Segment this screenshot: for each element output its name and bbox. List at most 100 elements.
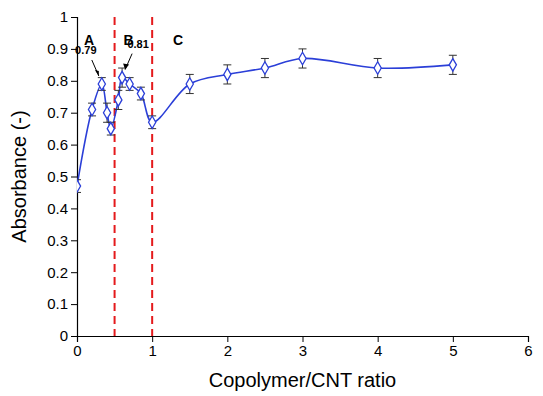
- data-point: [88, 103, 95, 115]
- error-bar: [137, 87, 145, 100]
- y-tick-label: 0.8: [47, 72, 68, 89]
- y-tick: 0.2: [47, 264, 77, 281]
- y-tick-mark: [71, 177, 77, 178]
- y-tick-mark: [71, 81, 77, 82]
- y-tick-label: 0: [60, 327, 68, 344]
- x-tick: 0: [73, 336, 81, 359]
- y-tick: 0.7: [47, 104, 77, 121]
- y-tick-mark: [71, 336, 77, 337]
- error-bar: [148, 116, 156, 129]
- data-point: [107, 122, 114, 134]
- error-cap: [299, 48, 307, 49]
- error-bar: [261, 58, 269, 77]
- x-tick-label: 6: [524, 342, 532, 359]
- error-cap: [261, 58, 269, 59]
- error-cap: [223, 64, 231, 65]
- y-tick: 0: [60, 327, 77, 344]
- y-tick-mark: [71, 17, 77, 18]
- y-tick-label: 0.5: [47, 168, 68, 185]
- y-tick-label: 0.1: [47, 295, 68, 312]
- error-bar: [299, 49, 307, 68]
- error-cap: [299, 68, 307, 69]
- data-point: [299, 52, 306, 64]
- error-cap: [103, 103, 111, 104]
- data-point: [98, 78, 105, 90]
- y-tick-label: 0.9: [47, 40, 68, 57]
- y-tick-mark: [71, 208, 77, 209]
- x-axis-title: Copolymer/CNT ratio: [209, 369, 396, 391]
- label-arrowhead: [95, 70, 99, 76]
- error-cap: [374, 77, 382, 78]
- error-cap: [449, 74, 457, 75]
- data-point: [118, 71, 125, 83]
- y-tick-mark: [71, 272, 77, 273]
- error-cap: [449, 55, 457, 56]
- series-line: [77, 58, 453, 186]
- error-bar: [114, 90, 122, 109]
- plot: 0 1 2 3 4 5 6 0 0.1 0.2 0.3 0.4 0.5 0.6 0.7 0.8 0.9 1: [47, 8, 533, 358]
- y-tick: 0.3: [47, 232, 77, 249]
- data-point: [149, 116, 156, 128]
- region-label: C: [173, 32, 183, 48]
- y-axis-line: [71, 18, 78, 337]
- y-tick-mark: [71, 145, 77, 146]
- error-cap: [186, 93, 194, 94]
- y-tick: 1: [60, 8, 77, 25]
- y-tick-label: 0.4: [47, 200, 68, 217]
- error-bar: [98, 78, 106, 91]
- label-arrow: [92, 60, 99, 76]
- data-point: [449, 59, 456, 71]
- error-cap: [114, 109, 122, 110]
- x-tick-label: 1: [148, 342, 156, 359]
- label-arrowhead: [123, 64, 129, 70]
- data-layer: [77, 17, 457, 336]
- data-point: [261, 62, 268, 74]
- error-cap: [114, 90, 122, 91]
- y-tick-label: 0.6: [47, 136, 68, 153]
- error-bar: [223, 65, 231, 84]
- x-tick: 4: [374, 336, 382, 359]
- y-tick-mark: [71, 304, 77, 305]
- data-point: [126, 78, 133, 90]
- y-tick-label: 0.2: [47, 264, 68, 281]
- x-tick: 1: [148, 336, 156, 359]
- x-tick-label: 0: [73, 342, 81, 359]
- error-bar: [126, 78, 134, 91]
- y-tick: 0.1: [47, 295, 77, 312]
- x-tick-label: 2: [224, 342, 232, 359]
- region-label: B: [124, 32, 134, 48]
- y-axis: 0 0.1 0.2 0.3 0.4 0.5 0.6 0.7 0.8 0.9 1: [47, 8, 77, 344]
- y-tick: 0.8: [47, 72, 77, 89]
- error-bar: [186, 74, 194, 93]
- error-cap: [374, 58, 382, 59]
- error-bar: [449, 55, 457, 74]
- error-bar: [374, 58, 382, 77]
- y-tick: 0.9: [47, 40, 77, 57]
- y-tick-label: 1: [60, 8, 68, 25]
- x-tick-label: 3: [299, 342, 307, 359]
- x-tick: 3: [299, 336, 307, 359]
- data-point: [137, 87, 144, 99]
- x-tick: 6: [524, 336, 532, 359]
- region-boundary: [114, 17, 116, 336]
- y-tick-mark: [71, 113, 77, 114]
- x-tick-label: 4: [374, 342, 382, 359]
- error-cap: [186, 74, 194, 75]
- y-tick: 0.6: [47, 136, 77, 153]
- y-tick-mark: [71, 240, 77, 241]
- data-point: [103, 106, 110, 118]
- data-point: [186, 78, 193, 90]
- error-bar: [88, 103, 96, 116]
- data-point: [374, 62, 381, 74]
- y-tick: 0.5: [47, 168, 77, 185]
- error-bar: [103, 103, 111, 122]
- chart: 0 1 2 3 4 5 6 0 0.1 0.2 0.3 0.4 0.5 0.6 0.7 0.8 0.9 1 Copo…: [0, 0, 543, 396]
- x-tick: 5: [449, 336, 457, 359]
- y-tick-label: 0.7: [47, 104, 68, 121]
- error-bar: [118, 68, 126, 87]
- error-bar: [77, 180, 81, 193]
- y-tick-label: 0.3: [47, 232, 68, 249]
- error-cap: [261, 77, 269, 78]
- x-axis: 0 1 2 3 4 5 6: [73, 336, 532, 359]
- region-boundary: [151, 17, 153, 336]
